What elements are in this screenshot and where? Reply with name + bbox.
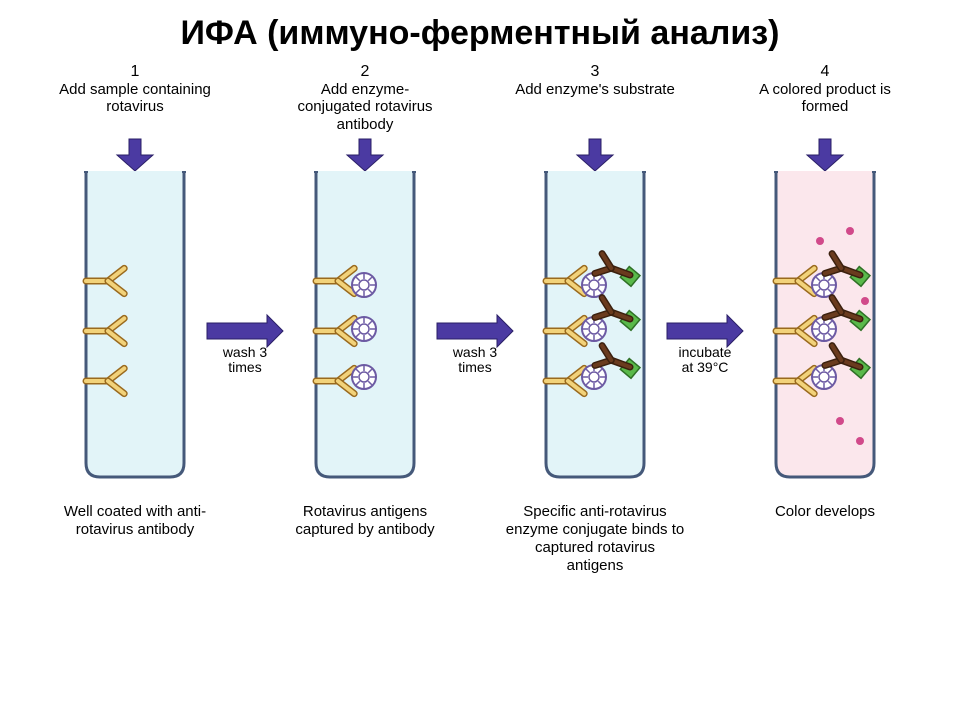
page-title: ИФА (иммуно-ферментный анализ) — [0, 0, 960, 53]
test-tube-2 — [310, 171, 420, 481]
test-tube-1 — [80, 171, 190, 481]
step-bottom-label-4: Color develops — [735, 503, 915, 521]
step-number-2: 2 — [285, 63, 445, 81]
step-bottom-label-3: Specific anti-rotavirus enzyme conjugate… — [505, 503, 685, 575]
step-top-label-1: Add sample containing rotavirus — [55, 81, 215, 116]
transition-label-2: wash 3 times — [443, 345, 507, 376]
transition-label-3: incubate at 39°C — [673, 345, 737, 376]
step-top-label-3: Add enzyme's substrate — [515, 81, 675, 98]
down-arrow-icon-3 — [571, 137, 619, 173]
down-arrow-icon-4 — [801, 137, 849, 173]
step-number-1: 1 — [55, 63, 215, 81]
step-bottom-label-1: Well coated with anti-rotavirus antibody — [45, 503, 225, 539]
down-arrow-icon-1 — [111, 137, 159, 173]
step-number-4: 4 — [745, 63, 905, 81]
step-top-label-2: Add enzyme-conjugated rotavirus antibody — [285, 81, 445, 133]
step-number-3: 3 — [515, 63, 675, 81]
transition-label-1: wash 3 times — [213, 345, 277, 376]
down-arrow-icon-2 — [341, 137, 389, 173]
step-top-label-4: A colored product is formed — [745, 81, 905, 116]
diagram-stage: 1Add sample containing rotavirus Well coa… — [20, 63, 940, 643]
test-tube-4 — [770, 171, 880, 481]
step-bottom-label-2: Rotavirus antigens captured by antibody — [275, 503, 455, 539]
test-tube-3 — [540, 171, 650, 481]
